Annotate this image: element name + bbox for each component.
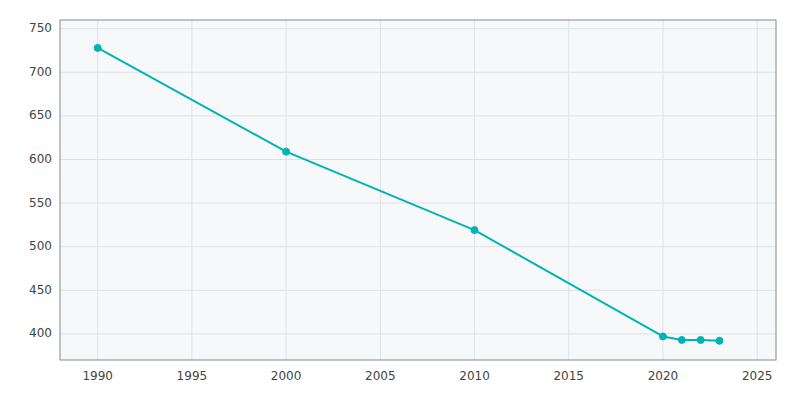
series (94, 44, 723, 344)
x-tick-label: 2010 (459, 369, 490, 383)
y-tick-label: 700 (29, 65, 52, 79)
line (98, 48, 720, 341)
y-tick-label: 750 (29, 21, 52, 35)
point (716, 337, 723, 344)
point (94, 44, 101, 51)
y-tick-label: 500 (29, 239, 52, 253)
plot-background (60, 20, 776, 360)
y-tick-label: 450 (29, 283, 52, 297)
y-grid-line (60, 159, 776, 160)
y-grid-line (60, 203, 776, 204)
y-grid-line (60, 72, 776, 73)
x-grid-line (568, 20, 569, 360)
x-tick-label: 2005 (365, 369, 396, 383)
chart-svg: 400 450 500 550 600 650 700 750 1990 1995 2000 2005… (0, 0, 800, 400)
x-tick-label: 1990 (82, 369, 113, 383)
point (283, 148, 290, 155)
x-tick-label: 2000 (271, 369, 302, 383)
point (659, 333, 666, 340)
x-tick-label: 1995 (177, 369, 208, 383)
y-grid-line (60, 115, 776, 116)
y-grid-line (60, 333, 776, 334)
tick-labels: 400 450 500 550 600 650 700 750 1990 1995 2000 2005… (29, 21, 772, 383)
x-grid-line (191, 20, 192, 360)
x-grid-line (474, 20, 475, 360)
x-tick-label: 2015 (553, 369, 584, 383)
y-grid-line (60, 246, 776, 247)
x-tick-label: 2025 (742, 369, 773, 383)
grid (60, 20, 776, 360)
x-grid-line (662, 20, 663, 360)
y-tick-label: 650 (29, 108, 52, 122)
plot-frame (60, 20, 776, 360)
y-tick-label: 400 (29, 326, 52, 340)
chart-container: 400 450 500 550 600 650 700 750 1990 1995 2000 2005… (0, 0, 800, 400)
y-grid-line (60, 28, 776, 29)
x-grid-line (286, 20, 287, 360)
x-grid-line (757, 20, 758, 360)
x-tick-label: 2020 (648, 369, 679, 383)
point (697, 336, 704, 343)
y-tick-label: 550 (29, 196, 52, 210)
y-tick-label: 600 (29, 152, 52, 166)
point (678, 336, 685, 343)
point (471, 227, 478, 234)
y-grid-line (60, 290, 776, 291)
x-grid-line (97, 20, 98, 360)
